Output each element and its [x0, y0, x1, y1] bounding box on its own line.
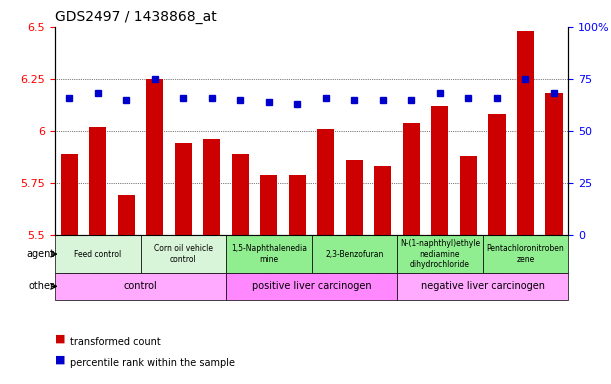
- Text: GDS2497 / 1438868_at: GDS2497 / 1438868_at: [55, 10, 217, 25]
- Bar: [89, 127, 106, 235]
- Bar: [403, 122, 420, 235]
- Bar: [203, 139, 221, 235]
- Bar: [431, 106, 448, 235]
- Bar: [546, 93, 563, 235]
- Bar: [317, 129, 334, 235]
- FancyBboxPatch shape: [483, 235, 568, 273]
- FancyBboxPatch shape: [55, 273, 226, 300]
- Text: percentile rank within the sample: percentile rank within the sample: [70, 358, 235, 368]
- FancyBboxPatch shape: [141, 235, 226, 273]
- Text: positive liver carcinogen: positive liver carcinogen: [252, 281, 371, 291]
- Bar: [346, 160, 363, 235]
- Text: Feed control: Feed control: [74, 250, 122, 258]
- Text: negative liver carcinogen: negative liver carcinogen: [421, 281, 544, 291]
- Text: ■: ■: [55, 334, 65, 344]
- FancyBboxPatch shape: [397, 235, 483, 273]
- FancyBboxPatch shape: [312, 235, 397, 273]
- Text: 2,3-Benzofuran: 2,3-Benzofuran: [325, 250, 384, 258]
- Bar: [517, 31, 534, 235]
- Bar: [60, 154, 78, 235]
- FancyBboxPatch shape: [226, 235, 312, 273]
- Bar: [175, 144, 192, 235]
- Bar: [375, 166, 392, 235]
- Text: agent: agent: [27, 249, 55, 259]
- Bar: [260, 175, 277, 235]
- FancyBboxPatch shape: [397, 273, 568, 300]
- FancyBboxPatch shape: [226, 273, 397, 300]
- Bar: [232, 154, 249, 235]
- FancyBboxPatch shape: [55, 235, 141, 273]
- Bar: [289, 175, 306, 235]
- Text: other: other: [29, 281, 55, 291]
- Text: N-(1-naphthyl)ethyle
nediamine
dihydrochloride: N-(1-naphthyl)ethyle nediamine dihydroch…: [400, 239, 480, 269]
- Text: ■: ■: [55, 355, 65, 365]
- Bar: [118, 195, 135, 235]
- Bar: [488, 114, 505, 235]
- Bar: [146, 79, 163, 235]
- Text: Pentachloronitroben
zene: Pentachloronitroben zene: [486, 244, 565, 264]
- Bar: [460, 156, 477, 235]
- Text: transformed count: transformed count: [70, 337, 161, 347]
- Text: 1,5-Naphthalenedia
mine: 1,5-Naphthalenedia mine: [231, 244, 307, 264]
- Text: Corn oil vehicle
control: Corn oil vehicle control: [154, 244, 213, 264]
- Text: control: control: [123, 281, 158, 291]
